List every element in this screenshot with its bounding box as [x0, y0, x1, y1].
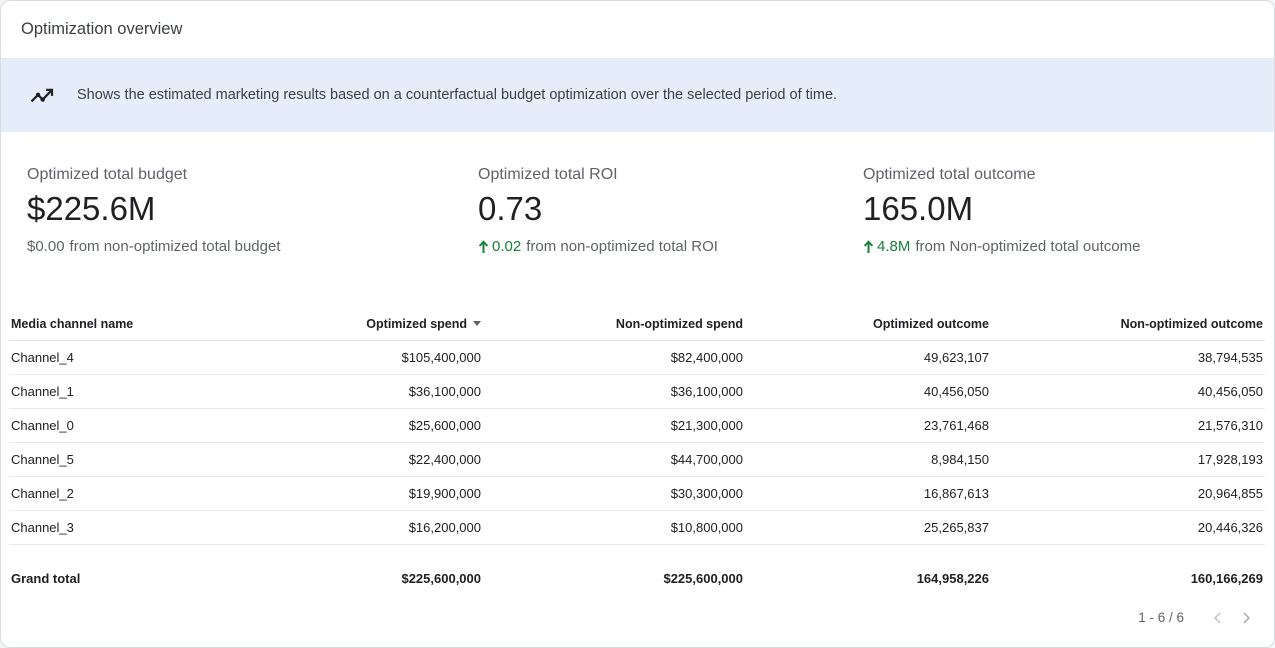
kpi-delta-text: from non-optimized total budget: [69, 237, 281, 255]
pagination: 1 - 6 / 6: [1, 604, 1260, 632]
table-row: Channel_3 $16,200,000 $10,800,000 25,265…: [9, 510, 1265, 545]
grand-total-label: Grand total: [11, 570, 81, 586]
chevron-right-icon: [1243, 612, 1251, 624]
prev-page-button[interactable]: [1204, 604, 1232, 632]
kpi-optimized-total-roi: Optimized total ROI 0.73 0.02 from non-o…: [478, 166, 863, 255]
cell-optimized-outcome: 8,984,150: [745, 442, 991, 477]
kpi-label: Optimized total outcome: [863, 166, 1036, 183]
cell-non-optimized-outcome: 20,446,326: [991, 510, 1265, 545]
cell-optimized-outcome: 16,867,613: [745, 476, 991, 511]
cell-optimized-spend: $36,100,000: [215, 374, 483, 409]
chevron-left-icon: [1213, 612, 1221, 624]
table-row: Channel_1 $36,100,000 $36,100,000 40,456…: [9, 374, 1265, 409]
cell-non-optimized-outcome: 17,928,193: [991, 442, 1265, 477]
cell-channel-name: Channel_5: [9, 442, 215, 477]
kpi-value: $225.6M: [27, 190, 156, 227]
title-bar: Optimization overview: [1, 1, 1274, 58]
kpi-delta: 4.8M from Non-optimized total outcome: [863, 238, 1248, 255]
page-title: Optimization overview: [21, 20, 183, 38]
table-row: Channel_4 $105,400,000 $82,400,000 49,62…: [9, 340, 1265, 375]
grand-total-optimized-spend: $225,600,000: [401, 570, 481, 586]
cell-optimized-outcome: 23,761,468: [745, 408, 991, 443]
cell-non-optimized-spend: $30,300,000: [483, 476, 745, 511]
banner-text: Shows the estimated marketing results ba…: [77, 87, 838, 103]
cell-non-optimized-outcome: 21,576,310: [991, 408, 1265, 443]
cell-non-optimized-spend: $10,800,000: [483, 510, 745, 545]
cell-channel-name: Channel_4: [9, 340, 215, 375]
kpi-delta-text: from non-optimized total ROI: [526, 237, 718, 255]
kpi-delta: 0.02 from non-optimized total ROI: [478, 238, 863, 255]
cell-non-optimized-spend: $82,400,000: [483, 340, 745, 375]
col-header-non-optimized-spend[interactable]: Non-optimized spend: [483, 310, 745, 341]
kpi-row: Optimized total budget $225.6M $0.00 fro…: [1, 132, 1274, 255]
cell-optimized-spend: $25,600,000: [215, 408, 483, 443]
cell-non-optimized-spend: $44,700,000: [483, 442, 745, 477]
cell-non-optimized-outcome: 20,964,855: [991, 476, 1265, 511]
grand-total-non-optimized-outcome: 160,166,269: [1190, 570, 1263, 586]
grand-total-optimized-outcome: 164,958,226: [916, 570, 989, 586]
cell-optimized-outcome: 25,265,837: [745, 510, 991, 545]
cell-optimized-outcome: 49,623,107: [745, 340, 991, 375]
cell-channel-name: Channel_0: [9, 408, 215, 443]
arrow-up-icon: [863, 239, 874, 254]
cell-channel-name: Channel_2: [9, 476, 215, 511]
kpi-delta-value: 0.02: [492, 237, 522, 255]
table-row: Channel_2 $19,900,000 $30,300,000 16,867…: [9, 476, 1265, 511]
kpi-label: Optimized total ROI: [478, 166, 618, 183]
cell-non-optimized-spend: $21,300,000: [483, 408, 745, 443]
kpi-delta-text: from Non-optimized total outcome: [915, 237, 1141, 255]
arrow-up-icon: [478, 239, 489, 254]
cell-channel-name: Channel_1: [9, 374, 215, 409]
cell-non-optimized-spend: $36,100,000: [483, 374, 745, 409]
kpi-optimized-total-outcome: Optimized total outcome 165.0M 4.8M from…: [863, 166, 1248, 255]
kpi-optimized-total-budget: Optimized total budget $225.6M $0.00 fro…: [27, 166, 478, 255]
table-header-row: Media channel name Optimized spend Non-o…: [9, 310, 1265, 341]
grand-total-row: Grand total $225,600,000 $225,600,000 16…: [9, 544, 1265, 596]
cell-optimized-spend: $22,400,000: [215, 442, 483, 477]
kpi-label: Optimized total budget: [27, 166, 188, 183]
sort-desc-icon: [473, 320, 481, 326]
cell-optimized-outcome: 40,456,050: [745, 374, 991, 409]
table-row: Channel_5 $22,400,000 $44,700,000 8,984,…: [9, 442, 1265, 477]
col-header-non-optimized-outcome[interactable]: Non-optimized outcome: [991, 310, 1265, 341]
kpi-value: 0.73: [478, 190, 543, 227]
cell-optimized-spend: $19,900,000: [215, 476, 483, 511]
col-header-optimized-outcome[interactable]: Optimized outcome: [745, 310, 991, 341]
next-page-button[interactable]: [1232, 604, 1260, 632]
kpi-value: 165.0M: [863, 190, 974, 227]
pagination-range: 1 - 6 / 6: [1138, 610, 1184, 626]
cell-optimized-spend: $105,400,000: [215, 340, 483, 375]
kpi-delta-value: 4.8M: [877, 237, 911, 255]
cell-non-optimized-outcome: 40,456,050: [991, 374, 1265, 409]
cell-non-optimized-outcome: 38,794,535: [991, 340, 1265, 375]
kpi-delta-value: $0.00: [27, 237, 65, 255]
col-header-media-channel-name[interactable]: Media channel name: [9, 310, 215, 341]
col-header-optimized-spend[interactable]: Optimized spend: [215, 310, 483, 341]
insights-icon: [27, 80, 57, 110]
table-row: Channel_0 $25,600,000 $21,300,000 23,761…: [9, 408, 1265, 443]
info-banner: Shows the estimated marketing results ba…: [1, 58, 1274, 132]
grand-total-non-optimized-spend: $225,600,000: [663, 570, 743, 586]
kpi-delta: $0.00 from non-optimized total budget: [27, 238, 478, 255]
channel-table: Media channel name Optimized spend Non-o…: [9, 310, 1265, 596]
cell-optimized-spend: $16,200,000: [215, 510, 483, 545]
cell-channel-name: Channel_3: [9, 510, 215, 545]
